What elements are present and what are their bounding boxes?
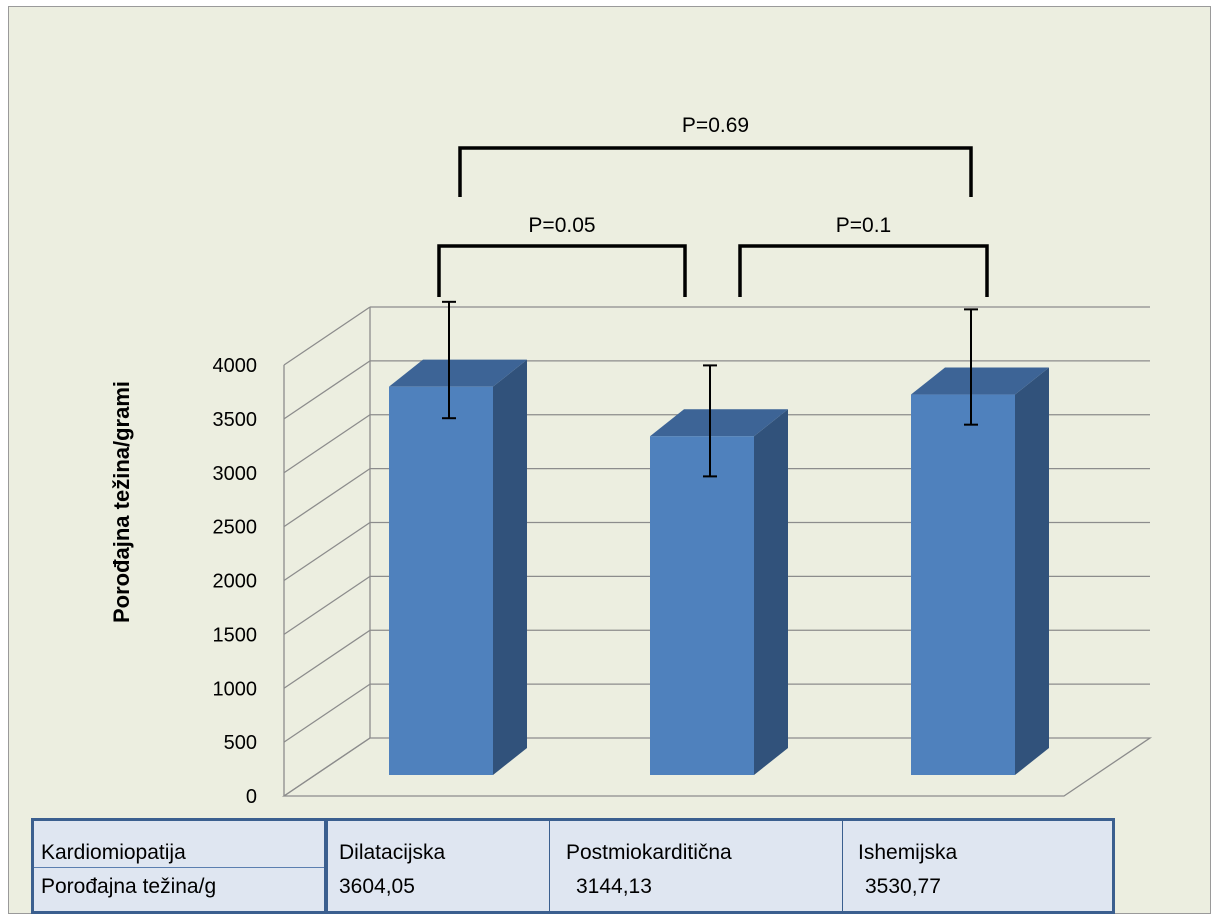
bar	[389, 386, 493, 775]
gridline	[283, 468, 371, 528]
bar-top	[911, 367, 1049, 395]
y-tick-label: 500	[224, 732, 257, 754]
table-value-cell: 3144,13	[576, 875, 652, 898]
gridline	[283, 306, 371, 366]
significance-bracket	[458, 146, 973, 197]
y-tick-label: 0	[246, 786, 257, 807]
gridline	[283, 414, 371, 474]
table-column-header: Postmiokarditična	[566, 841, 732, 864]
table-value-cell: 3530,77	[865, 875, 941, 898]
bar-side	[754, 409, 788, 775]
table-row-divider	[34, 867, 324, 868]
bar	[911, 394, 1015, 775]
significance-bracket	[437, 244, 687, 297]
bar-side	[493, 359, 527, 775]
gridline	[283, 360, 371, 420]
p-value-label: P=0.1	[836, 214, 891, 237]
p-value-label: P=0.05	[528, 214, 595, 237]
table-divider	[549, 821, 550, 911]
gridline	[283, 683, 371, 743]
table-divider	[324, 821, 328, 911]
table-header-label: Kardiomiopatija	[41, 841, 186, 864]
table-column-header: Ishemijska	[858, 841, 958, 864]
chart-frame: 0 500 1000 1500 2000 2500 3000 3500 4000 P=0.05 P=…	[8, 6, 1211, 914]
bar-top	[650, 409, 788, 437]
table-value-cell: 3604,05	[339, 875, 415, 898]
y-tick-label: 3500	[213, 409, 258, 431]
data-table: Kardiomiopatija Porođajna težina/g Dilat…	[31, 818, 1115, 914]
y-tick-label: 2000	[213, 571, 258, 593]
p-value-label: P=0.69	[682, 114, 749, 137]
table-divider	[842, 821, 843, 911]
table-column-header: Dilatacijska	[339, 841, 446, 864]
gridline	[283, 521, 371, 582]
chart-floor	[281, 737, 1153, 797]
chart-plot: 0 500 1000 1500 2000 2500 3000 3500 4000 P=0.05 P=…	[213, 114, 1153, 807]
gridline	[283, 575, 371, 635]
significance-bracket	[738, 244, 989, 297]
y-axis-label: Porođajna težina/grami	[109, 380, 134, 624]
gridline	[283, 629, 371, 689]
table-row-label: Porođajna težina/g	[41, 875, 217, 898]
y-tick-label: 1000	[213, 678, 258, 700]
bar-top	[389, 359, 527, 387]
y-tick-label: 4000	[213, 355, 258, 377]
y-tick-label: 1500	[213, 624, 258, 646]
y-tick-label: 3000	[213, 463, 258, 485]
y-tick-label: 2500	[213, 517, 258, 539]
bar	[650, 436, 754, 775]
bar-side	[1015, 367, 1049, 775]
